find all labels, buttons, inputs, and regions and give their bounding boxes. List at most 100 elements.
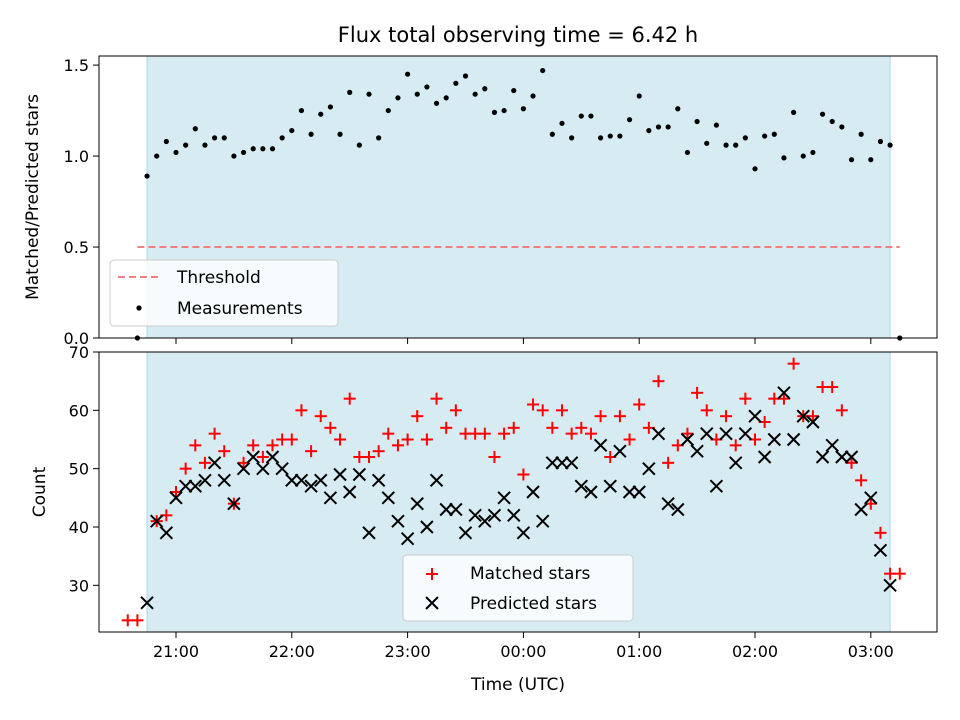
measurements-point — [723, 142, 729, 148]
measurements-point — [694, 118, 700, 125]
measurements-point — [173, 149, 179, 156]
measurements-point — [742, 135, 748, 141]
x-axis-label: Time (UTC) — [470, 675, 565, 695]
count-y-tick-label: 50 — [69, 460, 89, 479]
measurements-point — [144, 173, 150, 179]
predicted-stars-point — [149, 514, 164, 528]
predicted-stars-point — [555, 456, 569, 470]
predicted-stars-point — [439, 502, 453, 517]
predicted-stars-point — [207, 456, 222, 470]
matched-stars-point — [198, 456, 211, 469]
predicted-stars-point — [294, 473, 309, 488]
matched-stars-point — [363, 451, 375, 463]
matched-stars-point — [739, 392, 752, 405]
predicted-stars-point — [285, 473, 299, 488]
measurements-point — [607, 133, 613, 139]
matched-stars-point — [179, 462, 192, 475]
predicted-stars-point — [487, 508, 502, 523]
measurements-point — [231, 153, 237, 159]
measurements-point — [655, 124, 662, 130]
measurements-point — [327, 104, 333, 110]
matched-stars-point — [681, 427, 694, 440]
predicted-stars-point — [449, 502, 463, 517]
measurements-point — [414, 91, 420, 97]
matched-stars-point — [662, 456, 675, 469]
measurements-point — [511, 87, 517, 94]
ratio-axes: 0.0 0.5 1.0 1.5 — [64, 56, 872, 348]
predicted-stars-point — [400, 531, 415, 546]
matched-stars-point — [343, 392, 356, 405]
measurements-point — [636, 93, 642, 99]
predicted-stars-point — [844, 450, 859, 464]
matched-stars-point — [324, 421, 337, 434]
predicted-stars-point — [342, 485, 357, 499]
predicted-stars-point — [381, 491, 396, 505]
predicted-legend-label: Predicted stars — [470, 594, 597, 614]
matched-stars-point — [700, 404, 713, 417]
measurements-point — [433, 100, 440, 106]
predicted-stars-point — [265, 450, 280, 464]
matched-stars-point — [372, 445, 385, 458]
measurements-point — [192, 126, 198, 132]
count-y-tick-label: 70 — [69, 343, 89, 362]
measurements-point — [578, 113, 584, 119]
measurements-point — [462, 73, 469, 79]
predicted-stars-point — [478, 514, 492, 528]
predicted-stars-point — [169, 491, 183, 505]
matched-stars-point — [777, 392, 790, 405]
measurements-point — [569, 135, 575, 141]
predicted-stars-point — [738, 426, 753, 441]
predicted-stars-point — [786, 432, 801, 447]
measurements-point — [858, 131, 864, 137]
matched-stars-point — [565, 427, 578, 440]
measurements-point — [424, 84, 430, 90]
matched-stars-point — [391, 439, 404, 452]
matched-stars-point — [575, 421, 588, 434]
measurements-point — [819, 111, 826, 117]
matched-stars-point — [623, 433, 636, 446]
count-legend: Matched stars Predicted stars — [402, 554, 634, 622]
measurements-point — [598, 135, 604, 141]
measurements-point — [212, 135, 218, 141]
predicted-stars-point — [728, 456, 743, 470]
measurements-point — [472, 91, 478, 97]
count-y-tick-label: 30 — [69, 576, 89, 595]
measurements-point — [559, 120, 565, 126]
matched-stars-point — [440, 421, 453, 434]
matched-stars-point — [874, 526, 887, 539]
measurements-point — [356, 142, 362, 148]
measurements-point — [762, 133, 768, 139]
measurements-point — [163, 138, 169, 145]
measurements-point — [665, 124, 671, 130]
matched-legend-label: Matched stars — [470, 564, 590, 584]
matched-stars-point — [334, 433, 347, 446]
count-panel-frame — [98, 351, 938, 633]
matched-stars-point — [546, 421, 559, 434]
predicted-stars-point — [777, 386, 791, 400]
measurements-point — [443, 95, 449, 101]
measurements-point — [453, 80, 459, 86]
predicted-stars-point — [429, 473, 444, 488]
measurements-point — [395, 95, 401, 101]
measurements-point — [839, 124, 845, 130]
matched-stars-point — [691, 386, 704, 399]
measurements-point — [549, 131, 555, 137]
matched-stars-point — [208, 427, 221, 440]
count-legend-box — [402, 554, 634, 622]
matched-stars-point — [826, 381, 839, 393]
measurements-point — [800, 153, 806, 159]
ratio-panel: Threshold Measurements 0.0 0.5 1.0 1.5 Matc… — [23, 55, 938, 348]
measurements-point — [240, 149, 247, 156]
predicted-stars-point — [236, 461, 251, 476]
measurements-point — [308, 131, 314, 137]
predicted-stars-point — [535, 514, 550, 528]
predicted-stars-point — [159, 526, 174, 540]
matched-stars-point — [594, 410, 607, 423]
measurements-point — [366, 91, 372, 97]
measurements-point — [405, 71, 411, 77]
predicted-stars-point — [651, 426, 666, 441]
predicted-stars-point — [140, 596, 154, 610]
matched-stars-point — [556, 404, 568, 417]
measurements-point — [250, 146, 256, 152]
